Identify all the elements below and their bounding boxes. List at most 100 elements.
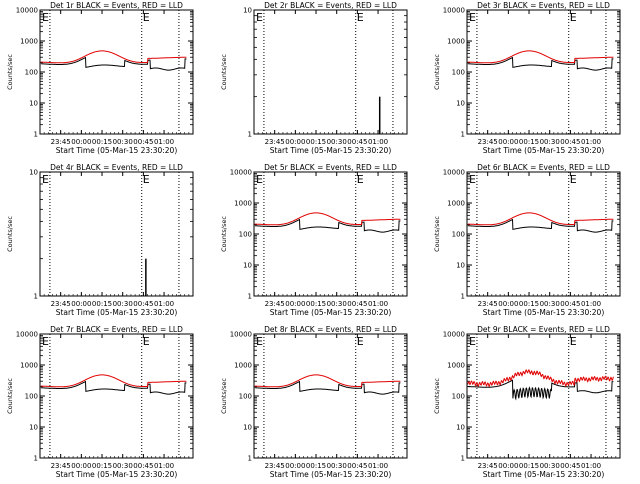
y-tick-label: 1000 <box>234 200 252 208</box>
event-marker: E <box>42 173 49 186</box>
y-tick-label: 100 <box>452 231 465 239</box>
x-tick-label: 00:30 <box>327 462 347 470</box>
panel-title: Det 6r BLACK = Events, RED = LLD <box>477 163 610 172</box>
y-tick-label: 10 <box>243 262 252 270</box>
y-tick-label: 10000 <box>443 7 465 15</box>
lld-series-line <box>467 50 614 64</box>
x-tick-label: 01:00 <box>154 462 174 470</box>
y-tick-label: 10 <box>456 424 465 432</box>
y-axis-label: Counts/sec <box>220 378 228 414</box>
x-tick-label: 00:45 <box>560 300 580 308</box>
events-series-line <box>254 380 401 395</box>
x-tick-label: 00:00 <box>498 462 518 470</box>
y-tick-label: 100 <box>25 393 38 401</box>
event-marker: E <box>42 335 49 348</box>
x-tick-label: 00:15 <box>519 300 539 308</box>
x-axis-label: Start Time (05-Mar-15 23:30:20) <box>270 146 392 155</box>
panel-title: Det 4r BLACK = Events, RED = LLD <box>50 163 183 172</box>
y-tick-label: 1000 <box>447 362 465 370</box>
x-tick-label: 00:30 <box>113 138 133 146</box>
panel-title: Det 1r BLACK = Events, RED = LLD <box>50 1 183 10</box>
x-tick-label: 00:00 <box>285 138 305 146</box>
x-tick-label: 01:00 <box>581 300 601 308</box>
x-tick-label: 01:00 <box>154 138 174 146</box>
x-tick-label: 00:30 <box>113 300 133 308</box>
y-tick-label: 10000 <box>230 169 252 177</box>
x-tick-label: 23:45 <box>51 462 71 470</box>
plot-frame <box>466 333 621 459</box>
event-marker: E <box>570 173 577 186</box>
x-tick-label: 23:45 <box>265 300 285 308</box>
y-tick-label: 100 <box>239 393 252 401</box>
plot-frame <box>39 333 194 459</box>
x-axis-label: Start Time (05-Mar-15 23:30:20) <box>270 308 392 317</box>
y-tick-label: 1 <box>248 455 252 463</box>
x-tick-label: 23:45 <box>265 462 285 470</box>
plot-frame <box>253 171 408 297</box>
lld-series-line <box>467 212 614 226</box>
plot-frame <box>466 9 621 135</box>
event-marker: E <box>256 335 263 348</box>
y-tick-label: 10000 <box>16 7 38 15</box>
lld-series-line <box>467 369 614 388</box>
y-tick-label: 1 <box>461 455 465 463</box>
x-tick-label: 00:30 <box>540 138 560 146</box>
y-tick-label: 1000 <box>447 38 465 46</box>
y-tick-label: 10 <box>243 7 252 15</box>
x-tick-label: 00:15 <box>519 138 539 146</box>
panel-title: Det 2r BLACK = Events, RED = LLD <box>264 1 397 10</box>
x-axis-label: Start Time (05-Mar-15 23:30:20) <box>56 308 178 317</box>
x-tick-label: 00:00 <box>285 462 305 470</box>
y-tick-label: 10000 <box>443 331 465 339</box>
x-tick-label: 00:00 <box>71 300 91 308</box>
x-tick-label: 00:00 <box>71 138 91 146</box>
x-axis-label: Start Time (05-Mar-15 23:30:20) <box>483 146 605 155</box>
x-tick-label: 01:00 <box>581 138 601 146</box>
x-tick-label: 01:00 <box>368 138 388 146</box>
event-marker: E <box>143 173 150 186</box>
event-marker: E <box>469 335 476 348</box>
lld-series-line <box>254 374 401 388</box>
x-tick-label: 00:45 <box>133 300 153 308</box>
x-tick-label: 00:00 <box>498 138 518 146</box>
event-marker: E <box>357 11 364 24</box>
event-marker: E <box>357 335 364 348</box>
event-marker: E <box>570 11 577 24</box>
x-tick-label: 23:45 <box>478 462 498 470</box>
x-tick-label: 00:45 <box>560 462 580 470</box>
y-tick-label: 1 <box>34 455 38 463</box>
events-series-line <box>467 56 614 71</box>
y-tick-label: 1000 <box>20 362 38 370</box>
y-tick-label: 1000 <box>234 362 252 370</box>
x-axis-label: Start Time (05-Mar-15 23:30:20) <box>483 470 605 479</box>
event-marker: E <box>42 11 49 24</box>
x-tick-label: 00:45 <box>347 462 367 470</box>
events-series-line <box>254 218 401 233</box>
panel-title: Det 7r BLACK = Events, RED = LLD <box>50 325 183 334</box>
x-tick-label: 00:30 <box>327 138 347 146</box>
x-tick-label: 00:45 <box>347 300 367 308</box>
y-tick-label: 1 <box>461 293 465 301</box>
y-tick-label: 10 <box>243 424 252 432</box>
events-series-line <box>40 380 187 395</box>
plot-frame <box>253 333 408 459</box>
x-tick-label: 00:30 <box>327 300 347 308</box>
y-tick-label: 100 <box>239 231 252 239</box>
x-axis-label: Start Time (05-Mar-15 23:30:20) <box>483 308 605 317</box>
x-tick-label: 23:45 <box>51 300 71 308</box>
x-tick-label: 00:45 <box>347 138 367 146</box>
x-tick-label: 00:15 <box>306 300 326 308</box>
plot-frame <box>39 171 194 297</box>
y-tick-label: 10000 <box>443 169 465 177</box>
x-tick-label: 00:15 <box>306 138 326 146</box>
x-axis-label: Start Time (05-Mar-15 23:30:20) <box>270 470 392 479</box>
event-marker: E <box>357 173 364 186</box>
lld-series-line <box>254 212 401 226</box>
x-tick-label: 00:15 <box>92 300 112 308</box>
